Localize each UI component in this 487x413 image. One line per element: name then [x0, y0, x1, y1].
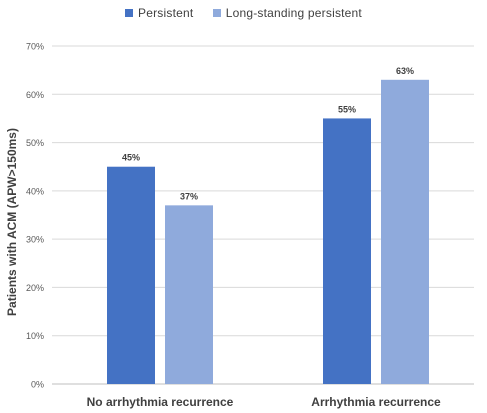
- y-tick-label: 50%: [26, 138, 44, 148]
- y-axis-tick-labels: 0% 10% 20% 30% 40% 50% 60% 70%: [26, 42, 44, 390]
- legend-label-persistent: Persistent: [138, 6, 194, 20]
- y-tick-label: 10%: [26, 331, 44, 341]
- y-tick-label: 40%: [26, 186, 44, 196]
- legend-item-persistent: Persistent: [125, 6, 193, 20]
- bars: [107, 79, 429, 385]
- x-category-label: No arrhythmia recurrence: [87, 395, 234, 409]
- y-tick-label: 0%: [31, 380, 44, 390]
- legend-swatch-persistent: [125, 9, 134, 17]
- legend-swatch-long-standing-persistent: [212, 9, 221, 17]
- bar-persistent-1: [107, 166, 155, 384]
- bar-long-standing-persistent-1: [165, 205, 213, 384]
- chart-legend: Persistent Long-standing persistent: [0, 6, 487, 20]
- y-tick-label: 60%: [26, 90, 44, 100]
- y-axis-label: Patients with ACM (APW>150ms): [5, 128, 19, 316]
- x-category-label: Arrhythmia recurrence: [311, 395, 441, 409]
- data-label: 55%: [338, 104, 356, 114]
- legend-item-long-standing-persistent: Long-standing persistent: [212, 6, 362, 20]
- bar-long-standing-persistent-2: [381, 79, 429, 385]
- y-tick-label: 20%: [26, 283, 44, 293]
- legend-label-long-standing-persistent: Long-standing persistent: [225, 6, 362, 20]
- data-label: 63%: [396, 66, 414, 76]
- x-axis-category-labels: No arrhythmia recurrence Arrhythmia recur…: [87, 395, 441, 409]
- y-tick-label: 30%: [26, 235, 44, 245]
- data-labels: 45% 37% 55% 63%: [122, 66, 414, 202]
- y-tick-label: 70%: [26, 42, 44, 52]
- bar-persistent-2: [323, 118, 371, 384]
- data-label: 37%: [180, 191, 198, 201]
- data-label: 45%: [122, 153, 140, 163]
